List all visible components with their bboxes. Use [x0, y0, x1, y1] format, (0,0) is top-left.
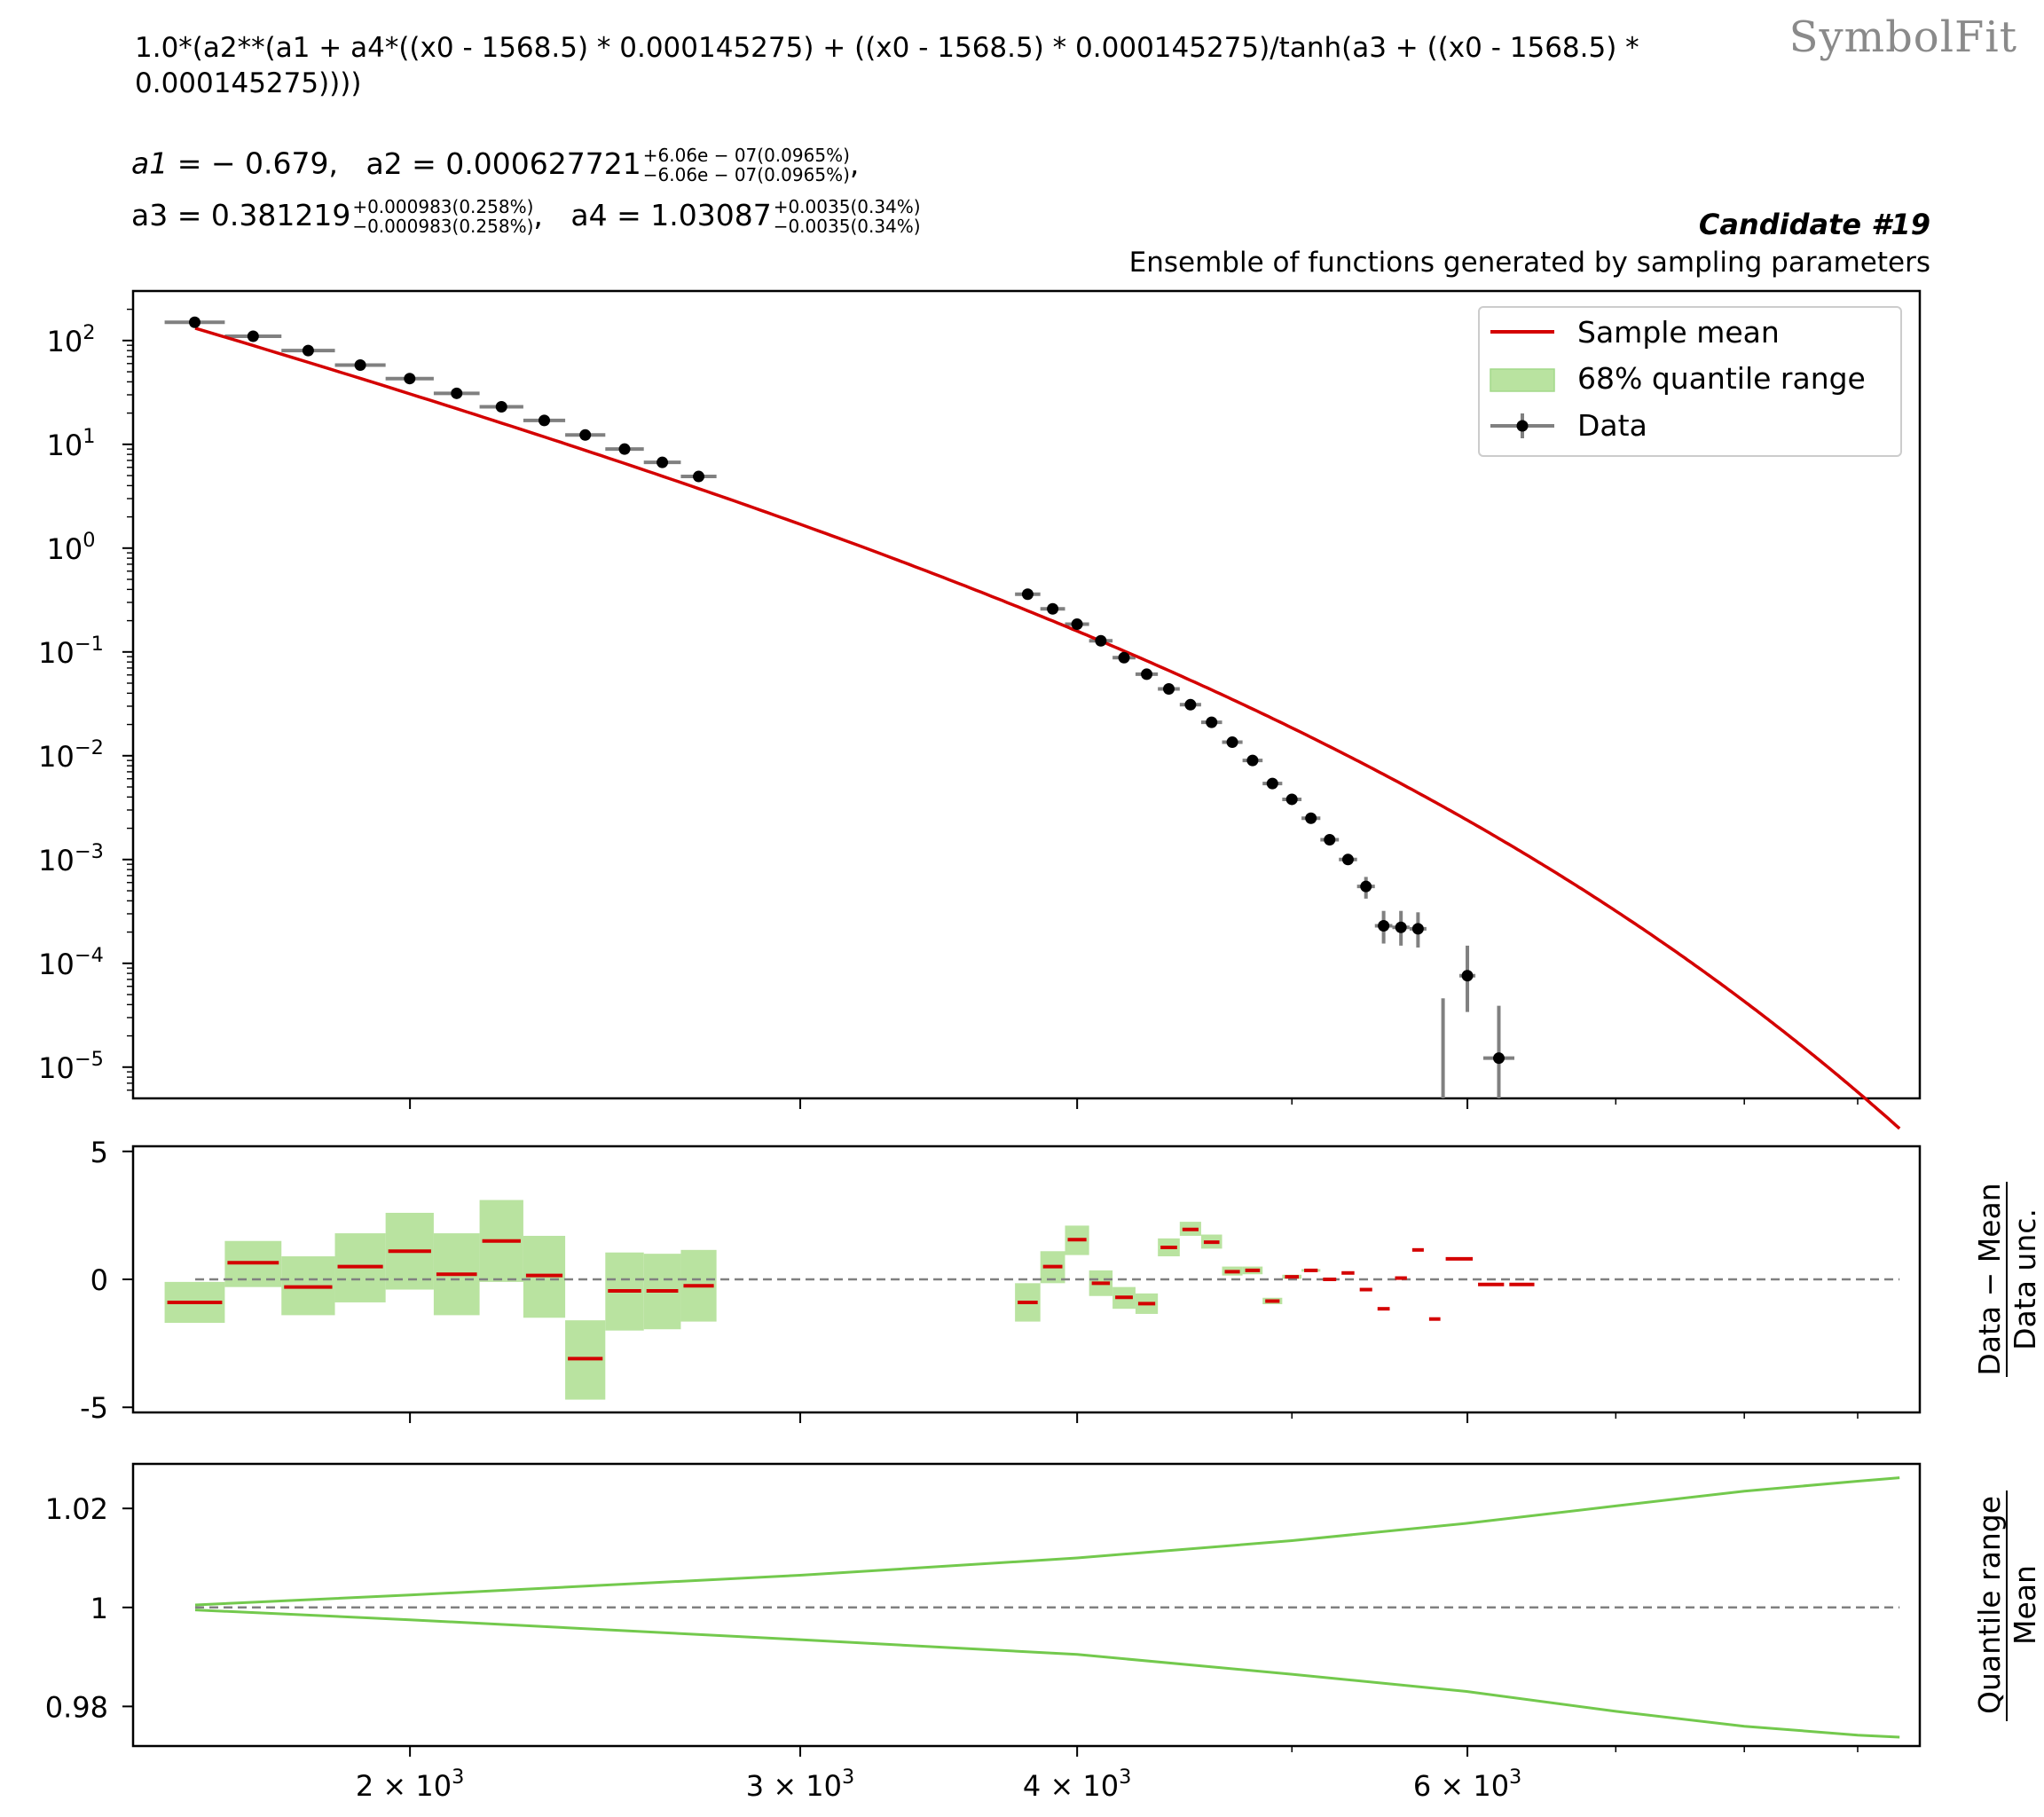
legend: Sample mean 68% quantile range Data — [1478, 306, 1902, 457]
x-tick-label: 6 × 103 — [1413, 1766, 1521, 1803]
y-tick-label: 1.02 — [45, 1492, 108, 1526]
legend-label-data: Data — [1577, 408, 1647, 443]
candidate-label: Candidate #19 — [1698, 208, 1930, 241]
data-point — [1395, 921, 1407, 933]
residual-ylabel-numerator: Data − Mean — [1972, 1183, 2007, 1375]
quantile-upper-line — [194, 1476, 1900, 1607]
data-point — [1411, 923, 1424, 935]
y-tick-label: 10−2 — [38, 736, 104, 774]
data-point — [451, 387, 463, 399]
data-point — [1162, 683, 1175, 696]
main-panel: 102 101 100 10−1 10−2 10−3 10−4 10−5 Sample mean… — [38, 289, 1922, 1130]
y-tick-label: -5 — [80, 1391, 108, 1425]
data-point — [1095, 634, 1107, 647]
legend-patch-band — [1490, 368, 1555, 392]
data-point — [1184, 698, 1197, 711]
data-point — [188, 316, 200, 328]
y-tick-label: 10−4 — [38, 944, 104, 981]
params-line-2: a3 = 0.381219 +0.000983(0.258%) −0.000983(… — [131, 197, 921, 236]
data-point — [302, 344, 314, 357]
quantile-ylabel-numerator: Quantile range — [1972, 1496, 2007, 1714]
data-point — [579, 429, 592, 441]
data-point — [1341, 853, 1354, 866]
data-point — [1071, 618, 1083, 631]
param-a4: a4 = 1.03087 +0.0035(0.34%) −0.0035(0.34%) — [570, 196, 921, 237]
main-plot-frame — [131, 289, 1922, 1100]
y-tick-label: 10−1 — [38, 633, 104, 670]
param-a1: a1 = − 0.679, — [131, 146, 338, 181]
data-point — [1118, 651, 1130, 664]
residual-panel: 5 0 -5 Data − Mean Data unc. — [80, 1136, 2042, 1425]
data-point — [1226, 736, 1238, 749]
data-point — [1378, 919, 1390, 932]
data-point — [1141, 668, 1153, 680]
legend-label-mean: Sample mean — [1577, 315, 1780, 350]
legend-frame — [1478, 306, 1902, 457]
data-point — [1461, 970, 1474, 982]
data-point — [656, 456, 669, 468]
y-tick-label: 0.98 — [45, 1690, 108, 1724]
data-point — [247, 330, 259, 342]
quantile-plot-frame — [131, 1462, 1922, 1748]
y-tick-label: 0 — [90, 1263, 108, 1297]
chart-subtitle: Ensemble of functions generated by sampl… — [1128, 247, 1930, 279]
y-tick-label: 102 — [47, 321, 96, 358]
residual-ylabel-denominator: Data unc. — [2008, 1208, 2042, 1350]
data-point — [693, 470, 705, 483]
data-point — [1246, 754, 1259, 767]
quantile-ylabel-denominator: Mean — [2008, 1565, 2042, 1645]
params-line-1: a1 = − 0.679, a2 = 0.000627721 +6.06e − 0… — [131, 146, 859, 185]
data-point — [1206, 716, 1218, 728]
data-point — [1493, 1052, 1505, 1065]
data-point — [1360, 880, 1372, 893]
data-point — [1305, 812, 1317, 824]
data-point — [495, 400, 507, 413]
data-point — [404, 373, 416, 385]
data-point — [618, 443, 631, 455]
data-point — [1021, 588, 1034, 601]
y-tick-label: 10−5 — [38, 1048, 104, 1085]
x-tick-label: 3 × 103 — [746, 1766, 854, 1803]
sample-mean-curve — [194, 326, 1901, 1130]
y-tick-label: 101 — [47, 425, 96, 462]
param-a3: a3 = 0.381219 +0.000983(0.258%) −0.000983(… — [131, 196, 543, 237]
y-tick-label: 1 — [90, 1592, 108, 1625]
y-tick-label: 10−3 — [38, 840, 104, 877]
data-point — [539, 414, 551, 427]
x-tick-label: 2 × 103 — [356, 1766, 464, 1803]
legend-label-band: 68% quantile range — [1577, 361, 1866, 396]
data-point — [1324, 834, 1336, 846]
quantile-ratio-panel: 1.02 1 0.98 2 × 103 3 × 103 4 × 103 6 × 103 Qua… — [45, 1462, 2042, 1803]
data-point — [1285, 793, 1298, 806]
data-point — [1047, 602, 1059, 615]
quantile-lower-line — [194, 1609, 1900, 1739]
data-point — [354, 358, 366, 371]
legend-marker-data — [1516, 420, 1529, 432]
y-tick-label: 100 — [47, 529, 96, 566]
fit-formula: 1.0*(a2**(a1 + a4*((x0 - 1568.5) * 0.000… — [135, 32, 1639, 99]
brand-logo-text: SymbolFit — [1788, 12, 2017, 62]
data-point — [1266, 777, 1278, 790]
param-a2: a2 = 0.000627721 +6.06e − 07(0.0965%) −6.0… — [366, 145, 860, 185]
x-tick-label: 4 × 103 — [1023, 1766, 1131, 1803]
y-tick-label: 5 — [90, 1136, 108, 1169]
